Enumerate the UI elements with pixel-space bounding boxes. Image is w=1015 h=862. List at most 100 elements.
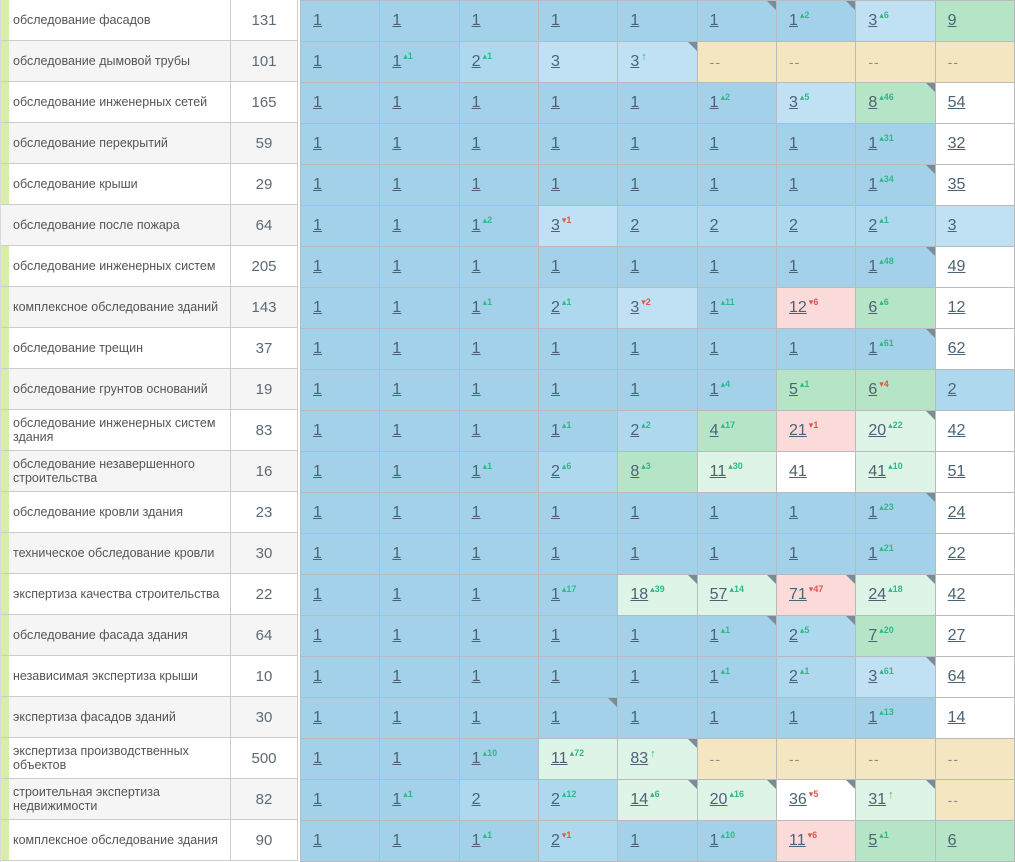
position-link[interactable]: 1 — [392, 709, 402, 726]
position-link[interactable]: 1 — [630, 627, 640, 644]
position-link[interactable]: 42 — [947, 586, 966, 603]
position-link[interactable]: 1 — [392, 135, 402, 152]
position-link[interactable]: 1 — [630, 12, 640, 29]
position-link[interactable]: 20 — [868, 422, 887, 439]
position-link[interactable]: 14 — [947, 709, 966, 726]
position-link[interactable]: 3 — [789, 94, 798, 111]
position-link[interactable]: 1 — [551, 258, 560, 275]
position-link[interactable]: 2 — [868, 217, 878, 234]
position-link[interactable]: 2 — [630, 217, 640, 234]
position-link[interactable]: 1 — [551, 709, 560, 726]
position-link[interactable]: 1 — [313, 709, 322, 726]
position-link[interactable]: 3 — [630, 53, 640, 70]
position-link[interactable]: 1 — [551, 668, 560, 685]
position-link[interactable]: 83 — [630, 750, 649, 767]
position-link[interactable]: 1 — [471, 504, 481, 521]
position-link[interactable]: 2 — [789, 668, 798, 685]
position-link[interactable]: 3 — [630, 299, 640, 316]
position-link[interactable]: 1 — [551, 135, 560, 152]
position-link[interactable]: 1 — [551, 422, 560, 439]
position-link[interactable]: 1 — [313, 94, 322, 111]
position-link[interactable]: 1 — [471, 586, 481, 603]
position-link[interactable]: 11 — [709, 463, 727, 480]
position-link[interactable]: 1 — [551, 627, 560, 644]
position-link[interactable]: 51 — [947, 463, 966, 480]
position-link[interactable]: 12 — [947, 299, 966, 316]
position-link[interactable]: 35 — [947, 176, 966, 193]
position-link[interactable]: 1 — [471, 12, 481, 29]
position-link[interactable]: 1 — [392, 832, 402, 849]
position-link[interactable]: 1 — [551, 586, 560, 603]
position-link[interactable]: 1 — [313, 299, 322, 316]
position-link[interactable]: 1 — [392, 381, 402, 398]
position-link[interactable]: 1 — [392, 53, 402, 70]
position-link[interactable]: 1 — [630, 258, 640, 275]
position-link[interactable]: 57 — [709, 586, 728, 603]
position-link[interactable]: 1 — [709, 258, 719, 275]
position-link[interactable]: 1 — [313, 12, 322, 29]
position-link[interactable]: 3 — [551, 217, 560, 234]
position-link[interactable]: 1 — [551, 176, 560, 193]
position-link[interactable]: 1 — [471, 340, 481, 357]
position-link[interactable]: 1 — [313, 504, 322, 521]
position-link[interactable]: 2 — [551, 299, 560, 316]
position-link[interactable]: 41 — [868, 463, 887, 480]
position-link[interactable]: 1 — [471, 299, 481, 316]
position-link[interactable]: 8 — [630, 463, 640, 480]
position-link[interactable]: 1 — [313, 832, 322, 849]
position-link[interactable]: 2 — [551, 791, 560, 808]
position-link[interactable]: 18 — [630, 586, 649, 603]
position-link[interactable]: 1 — [868, 545, 878, 562]
position-link[interactable]: 3 — [868, 12, 878, 29]
position-link[interactable]: 2 — [709, 217, 719, 234]
position-link[interactable]: 1 — [471, 94, 481, 111]
position-link[interactable]: 1 — [313, 217, 322, 234]
position-link[interactable]: 3 — [551, 53, 560, 70]
position-link[interactable]: 2 — [789, 627, 798, 644]
position-link[interactable]: 1 — [392, 94, 402, 111]
position-link[interactable]: 2 — [789, 217, 798, 234]
position-link[interactable]: 1 — [313, 340, 322, 357]
position-link[interactable]: 24 — [947, 504, 966, 521]
position-link[interactable]: 1 — [868, 258, 878, 275]
position-link[interactable]: 11 — [789, 832, 806, 849]
position-link[interactable]: 1 — [709, 12, 719, 29]
position-link[interactable]: 1 — [471, 381, 481, 398]
position-link[interactable]: 1 — [789, 504, 798, 521]
position-link[interactable]: 1 — [313, 750, 322, 767]
position-link[interactable]: 8 — [868, 94, 878, 111]
position-link[interactable]: 2 — [471, 53, 481, 70]
position-link[interactable]: 1 — [392, 12, 402, 29]
position-link[interactable]: 1 — [709, 832, 719, 849]
position-link[interactable]: 1 — [868, 340, 878, 357]
position-link[interactable]: 22 — [947, 545, 966, 562]
position-link[interactable]: 1 — [471, 750, 481, 767]
position-link[interactable]: 2 — [551, 832, 560, 849]
position-link[interactable]: 1 — [313, 422, 322, 439]
position-link[interactable]: 1 — [630, 668, 640, 685]
position-link[interactable]: 6 — [947, 832, 957, 849]
position-link[interactable]: 1 — [630, 709, 640, 726]
position-link[interactable]: 1 — [392, 586, 402, 603]
position-link[interactable]: 6 — [868, 381, 878, 398]
position-link[interactable]: 1 — [551, 545, 560, 562]
position-link[interactable]: 1 — [630, 340, 640, 357]
position-link[interactable]: 1 — [868, 709, 878, 726]
position-link[interactable]: 1 — [709, 545, 719, 562]
position-link[interactable]: 1 — [789, 12, 798, 29]
position-link[interactable]: 2 — [947, 381, 957, 398]
position-link[interactable]: 1 — [471, 135, 481, 152]
position-link[interactable]: 1 — [392, 258, 402, 275]
position-link[interactable]: 1 — [709, 176, 719, 193]
position-link[interactable]: 1 — [630, 381, 640, 398]
position-link[interactable]: 1 — [709, 340, 719, 357]
position-link[interactable]: 2 — [630, 422, 640, 439]
position-link[interactable]: 1 — [313, 135, 322, 152]
position-link[interactable]: 1 — [471, 545, 481, 562]
position-link[interactable]: 1 — [392, 668, 402, 685]
position-link[interactable]: 1 — [551, 381, 560, 398]
position-link[interactable]: 1 — [313, 258, 322, 275]
position-link[interactable]: 21 — [789, 422, 807, 439]
position-link[interactable]: 1 — [709, 627, 719, 644]
position-link[interactable]: 1 — [789, 545, 798, 562]
